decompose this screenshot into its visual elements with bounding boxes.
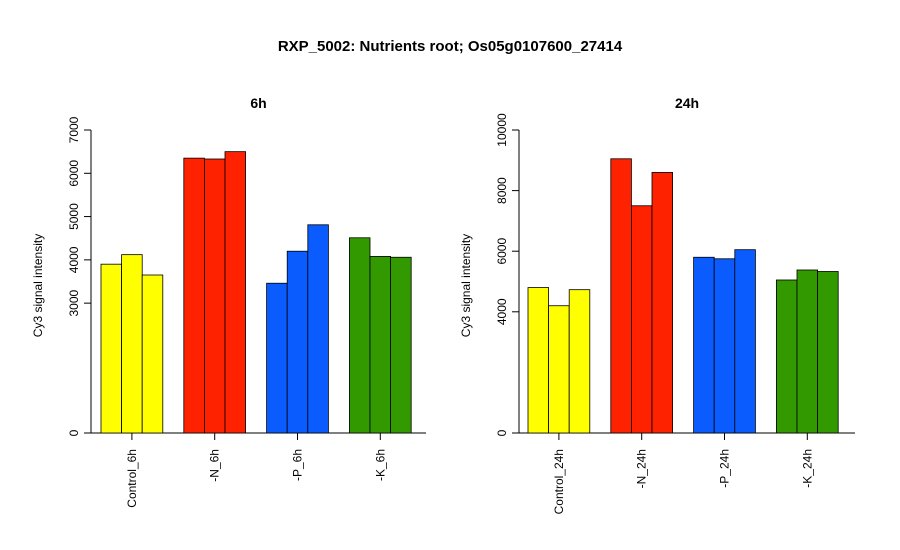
y-tick-label: 8000 xyxy=(495,177,509,204)
panel-title: 6h xyxy=(250,95,266,111)
bar xyxy=(651,172,674,434)
bar xyxy=(776,279,798,434)
panel-24h: 24h 0 4000 6000 8000 10000 Cy3 signal intensit… xyxy=(459,95,855,514)
bar xyxy=(100,263,123,434)
y-tick-label: 4000 xyxy=(67,246,81,273)
y-tick-label: 3000 xyxy=(67,289,81,316)
bar xyxy=(796,269,819,434)
bar xyxy=(286,250,309,434)
x-tick-label: Control_6h xyxy=(125,449,139,508)
y-tick-label: 7000 xyxy=(67,116,81,143)
y-tick-label: 6000 xyxy=(67,160,81,187)
y-tick-label: 6000 xyxy=(495,238,509,265)
bar xyxy=(266,282,288,434)
y-tick-label: 0 xyxy=(495,429,509,436)
x-tick-label: -P_6h xyxy=(291,449,305,481)
x-tick-label: Control_24h xyxy=(552,449,566,514)
bar xyxy=(713,258,736,434)
bar xyxy=(527,287,550,434)
y-axis-label: Cy3 signal intensity xyxy=(31,234,45,337)
bar xyxy=(817,271,839,434)
x-tick-label: -N_24h xyxy=(635,449,649,488)
bar xyxy=(610,158,632,434)
bar xyxy=(548,305,570,434)
x-tick-label: -K_24h xyxy=(800,449,814,488)
bar xyxy=(307,224,329,434)
y-tick-label: 10000 xyxy=(495,113,509,147)
bar xyxy=(203,158,226,434)
page-title: RXP_5002: Nutrients root; Os05g0107600_2… xyxy=(277,38,623,55)
panel-title: 24h xyxy=(675,95,699,111)
bar xyxy=(631,205,653,434)
panel-6h: 6h 0 3000 4000 5000 6000 7000 Cy3 signal intens… xyxy=(31,95,426,508)
bar xyxy=(734,249,756,434)
bar xyxy=(121,254,143,434)
y-tick-label: 0 xyxy=(67,429,81,436)
bar xyxy=(141,274,164,434)
bar xyxy=(224,151,247,434)
x-tick-label: -P_24h xyxy=(718,449,732,488)
bar xyxy=(183,157,205,434)
y-tick-label: 4000 xyxy=(495,298,509,325)
bar xyxy=(693,256,715,434)
x-tick-label: -K_6h xyxy=(373,449,387,481)
y-axis-label: Cy3 signal intensity xyxy=(459,234,473,337)
x-tick-label: -N_6h xyxy=(208,449,222,482)
bar xyxy=(369,255,392,434)
bar xyxy=(390,256,412,434)
bar xyxy=(348,237,371,434)
bar xyxy=(568,289,591,434)
y-tick-label: 5000 xyxy=(67,203,81,230)
